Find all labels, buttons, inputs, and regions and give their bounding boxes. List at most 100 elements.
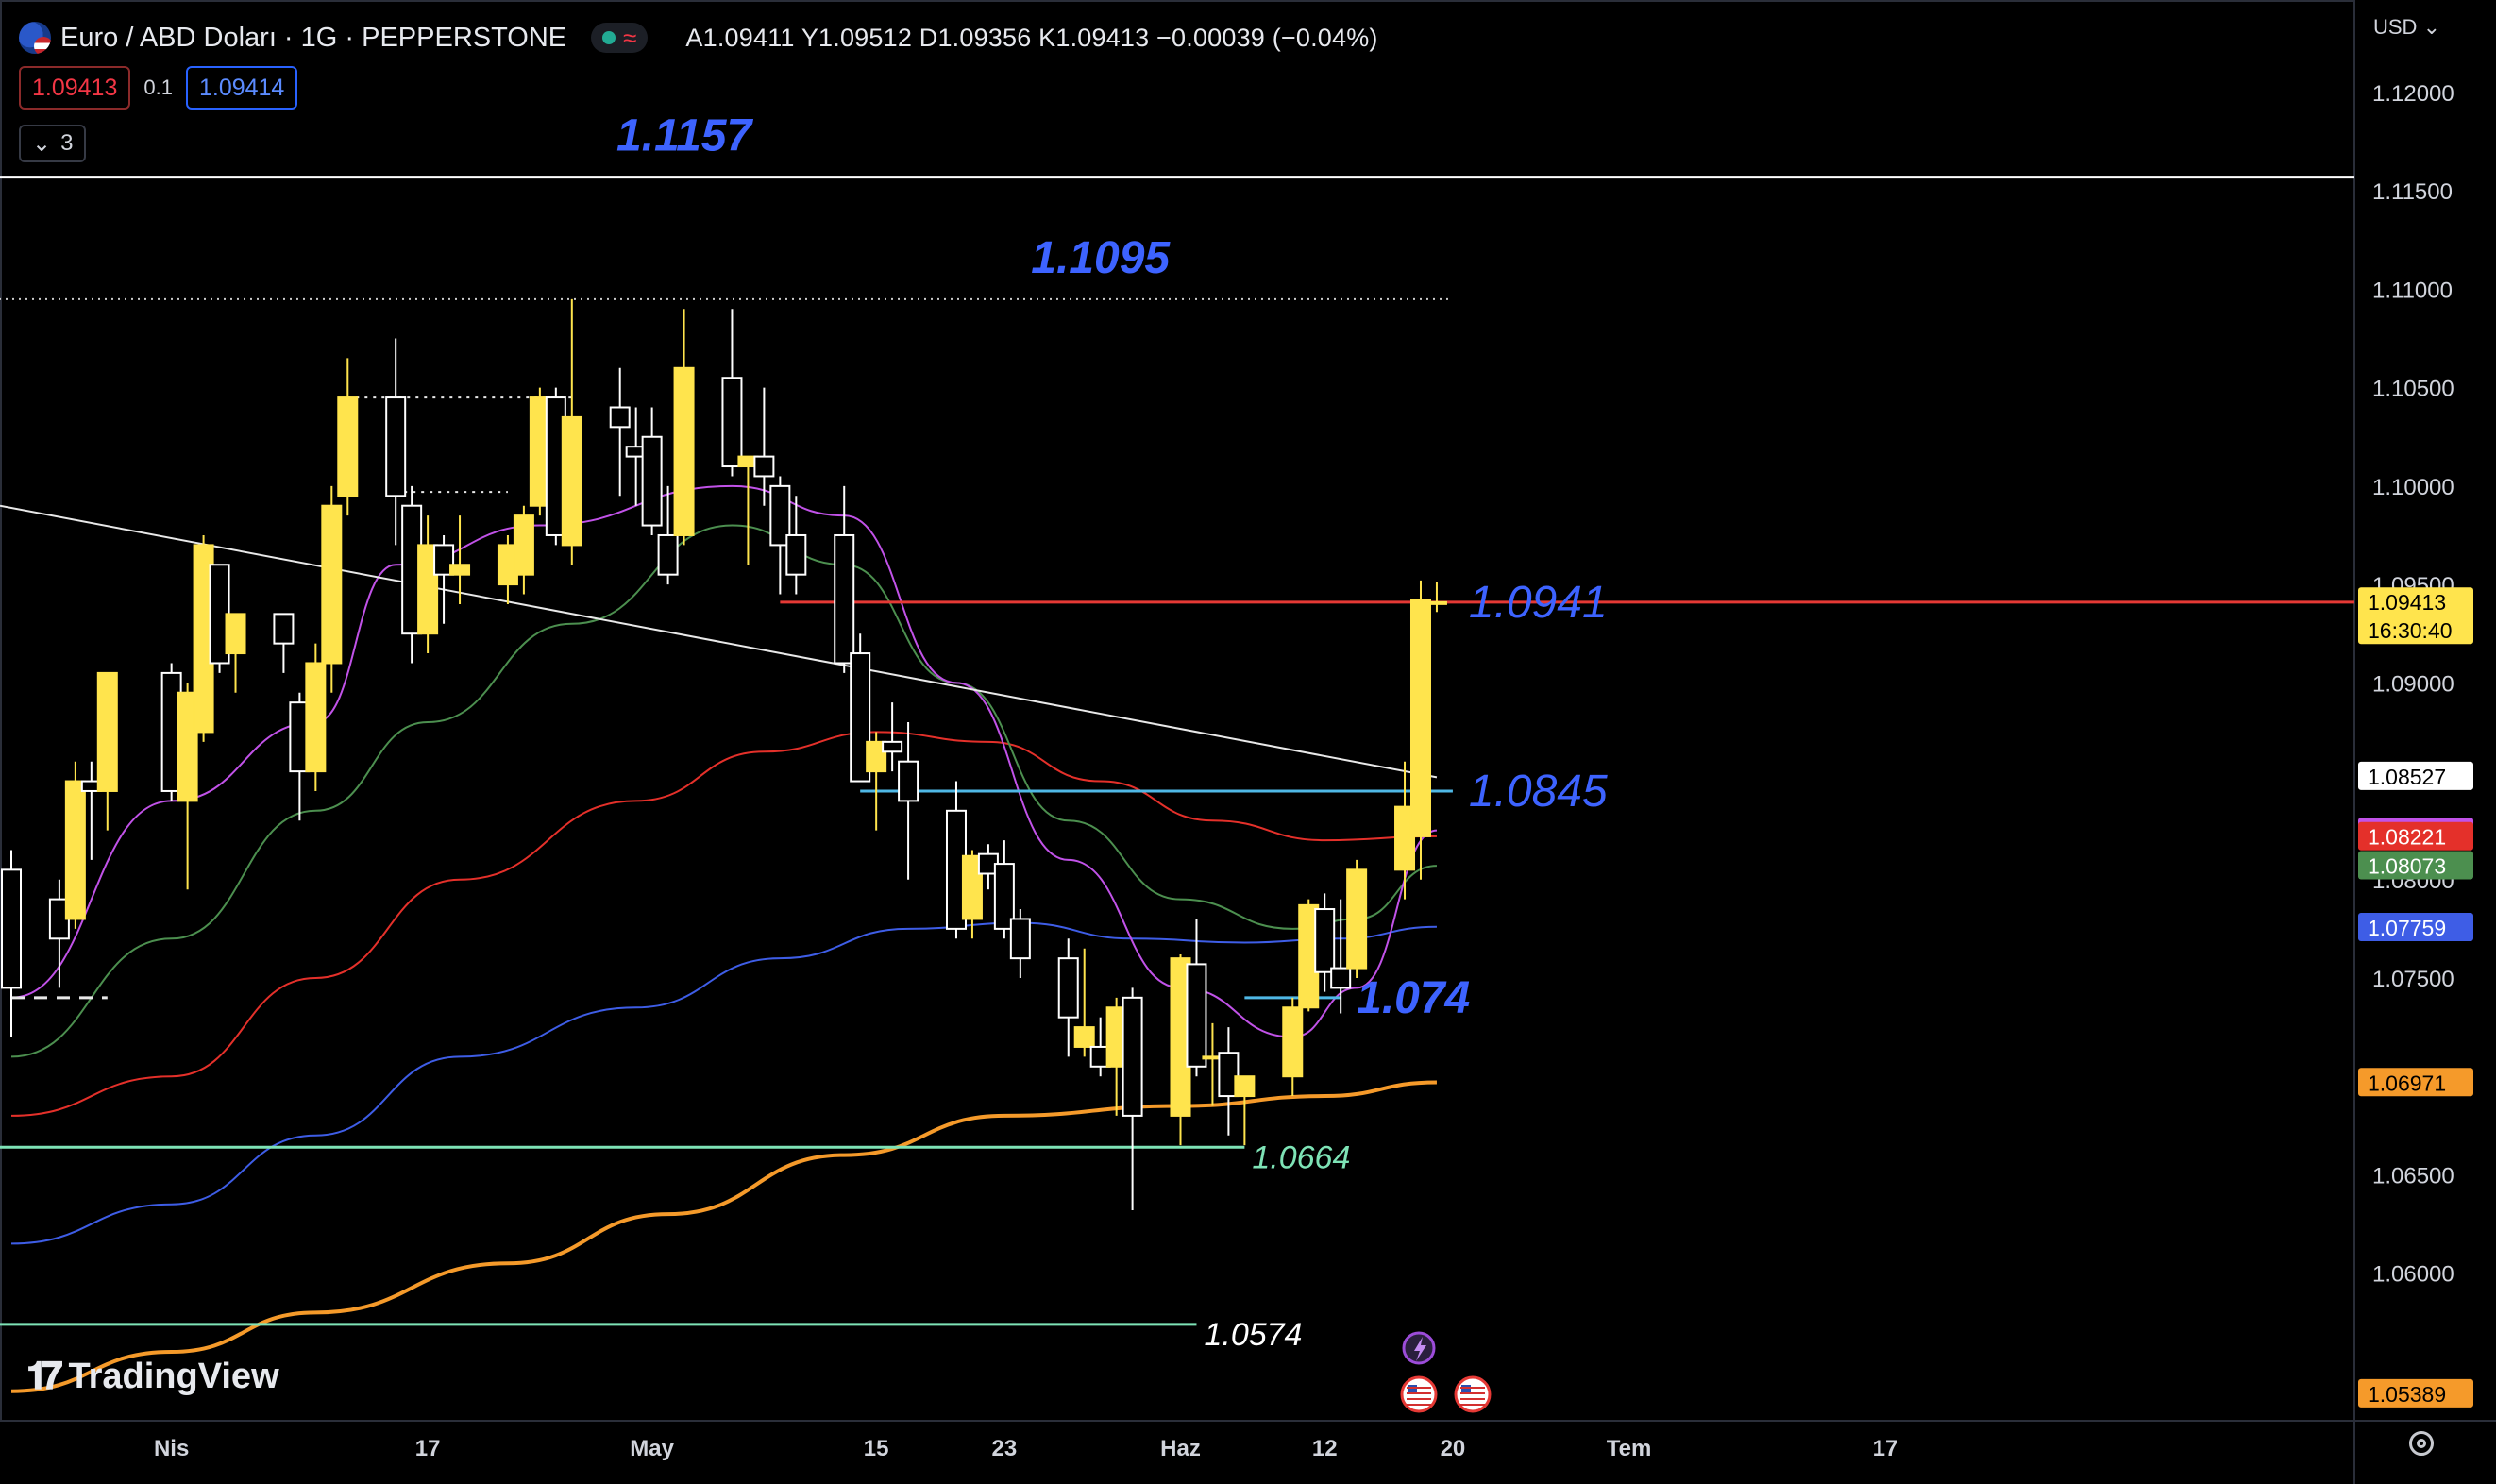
candle-body xyxy=(449,564,471,576)
indicator-value-tag-bg xyxy=(2358,821,2473,851)
candle xyxy=(1425,582,1447,613)
x-tick-label: 20 xyxy=(1441,1436,1466,1461)
y-tick-label: 1.12000 xyxy=(2372,81,2454,107)
candle-body xyxy=(1394,805,1416,871)
candle-body xyxy=(1425,600,1447,605)
candle xyxy=(882,702,903,772)
y-tick-label: 1.06500 xyxy=(2372,1163,2454,1189)
level-label: 1.1095 xyxy=(1031,233,1171,283)
sell-button[interactable]: 1.09413 xyxy=(19,66,131,110)
candle xyxy=(898,722,919,880)
indicators-toggle[interactable]: ⌄ 3 xyxy=(19,125,87,162)
candle-body xyxy=(1330,967,1352,989)
candle xyxy=(417,515,439,654)
y-tick-label: 1.06000 xyxy=(2372,1262,2454,1288)
symbol-title[interactable]: Euro / ABD Doları · 1G · PEPPERSTONE xyxy=(60,22,567,53)
axis-value-tag-bg xyxy=(2358,1378,2473,1408)
x-tick-label: Nis xyxy=(154,1436,189,1461)
candle xyxy=(1409,580,1431,880)
candle-body xyxy=(1,868,22,989)
candle-body xyxy=(1009,918,1031,960)
trendline-value-tag: 1.08527 xyxy=(2368,765,2446,789)
y-tick-label: 1.07500 xyxy=(2372,967,2454,992)
indicator-value-tag: 1.07759 xyxy=(2368,916,2446,940)
candle-body xyxy=(961,854,983,920)
candle xyxy=(305,643,327,791)
candle-body xyxy=(673,366,695,536)
y-tick-label: 1.09000 xyxy=(2372,671,2454,697)
candle-body xyxy=(1346,868,1368,970)
candle-body xyxy=(641,435,663,527)
candle xyxy=(1394,761,1416,900)
candle xyxy=(513,505,534,595)
candle xyxy=(785,496,807,595)
indicator-value-tag: 1.08073 xyxy=(2368,854,2446,879)
indicator-line-ema-orange xyxy=(10,1080,1437,1393)
candle xyxy=(673,309,695,546)
candle xyxy=(753,387,775,506)
spread-value: 0.1 xyxy=(143,76,173,99)
candle xyxy=(1218,1027,1240,1136)
candle xyxy=(385,338,407,546)
tradingview-logo: 𝟏𝟕 TradingView xyxy=(26,1356,279,1398)
market-open-dot-icon xyxy=(602,31,616,44)
indicator-value-tag-bg xyxy=(2358,1068,2473,1097)
chart-header: Euro / ABD Doları · 1G · PEPPERSTONE ≈ A… xyxy=(19,17,1378,59)
candle-body xyxy=(866,740,887,773)
candle-body xyxy=(417,544,439,635)
candle-body xyxy=(850,652,871,783)
candle xyxy=(177,683,198,890)
candle xyxy=(1330,899,1352,1014)
candle xyxy=(1057,938,1079,1057)
candle-body xyxy=(321,504,343,665)
level-label: 1.0574 xyxy=(1204,1317,1302,1353)
order-panel: 1.09413 0.1 1.09414 xyxy=(19,66,298,110)
x-tick-label: 23 xyxy=(992,1436,1018,1461)
chevron-down-icon: ⌄ xyxy=(2422,15,2441,39)
candle-body xyxy=(1234,1075,1256,1098)
candle xyxy=(1170,953,1191,1146)
lightning-glyph-icon xyxy=(1413,1337,1426,1361)
x-tick-label: Tem xyxy=(1607,1436,1652,1461)
candle xyxy=(1282,997,1304,1097)
market-status-pill[interactable]: ≈ xyxy=(591,23,649,53)
buy-button[interactable]: 1.09414 xyxy=(185,66,298,110)
tradingview-mark-icon: 𝟏𝟕 xyxy=(26,1356,63,1397)
candle xyxy=(193,534,214,742)
candle xyxy=(834,485,855,673)
eur-usd-flag-icon xyxy=(19,22,51,54)
candle-body xyxy=(834,533,855,665)
candle-body xyxy=(1122,996,1143,1117)
candle xyxy=(337,358,359,516)
candle xyxy=(866,732,887,831)
indicator-value-tag: 1.08221 xyxy=(2368,825,2446,850)
candle xyxy=(721,309,743,477)
level-label: 1.0941 xyxy=(1469,578,1608,628)
candle-body xyxy=(225,613,246,655)
x-tick-label: 17 xyxy=(1873,1436,1898,1461)
candle-body xyxy=(433,544,455,576)
candle xyxy=(1186,919,1207,1077)
candle xyxy=(641,407,663,535)
wave-icon: ≈ xyxy=(623,23,637,52)
candle xyxy=(657,485,679,585)
candle-body xyxy=(753,455,775,478)
last-price-tag: 1.09413 xyxy=(2368,590,2446,615)
logo-text: TradingView xyxy=(68,1357,279,1396)
candle xyxy=(1234,1075,1256,1146)
x-tick-label: Haz xyxy=(1160,1436,1201,1461)
candle xyxy=(609,367,631,497)
candle-body xyxy=(96,671,118,792)
x-tick-label: May xyxy=(630,1436,674,1461)
currency-selector[interactable]: USD ⌄ xyxy=(2373,15,2440,40)
settings-gear-icon[interactable] xyxy=(2409,1431,2434,1456)
candle-body xyxy=(657,533,679,576)
candle xyxy=(1089,1017,1111,1077)
us-flag-canton-icon xyxy=(1407,1385,1417,1393)
candle xyxy=(1,850,22,1037)
candle-body xyxy=(337,396,359,497)
x-tick-label: 17 xyxy=(415,1436,441,1461)
x-tick-label: 15 xyxy=(864,1436,889,1461)
indicator-line-ema-red xyxy=(10,731,1437,1117)
